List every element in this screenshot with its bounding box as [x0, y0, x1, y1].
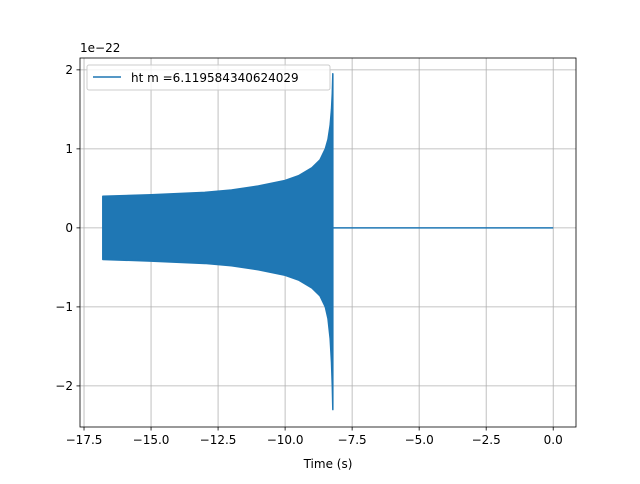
- x-tick-label: 0.0: [544, 433, 563, 447]
- x-tick-label: −2.5: [472, 433, 501, 447]
- x-axis-label: Time (s): [303, 457, 353, 471]
- legend-label: ht m =6.119584340624029: [131, 71, 299, 85]
- y-tick-label: 0: [65, 221, 73, 235]
- y-tick-label: 1: [65, 142, 73, 156]
- y-axis: −2 −1 0 1 2: [55, 63, 80, 393]
- x-tick-label: −17.5: [66, 433, 103, 447]
- y-tick-label: −2: [55, 379, 73, 393]
- signal-envelope: [102, 73, 334, 411]
- y-tick-label: 2: [65, 63, 73, 77]
- x-tick-label: −15.0: [133, 433, 170, 447]
- legend-box: [86, 64, 331, 91]
- y-tick-label: −1: [55, 300, 73, 314]
- axes-frame: [79, 57, 577, 428]
- legend: ht m =6.119584340624029: [86, 64, 331, 91]
- x-tick-label: −5.0: [405, 433, 434, 447]
- x-tick-label: −7.5: [338, 433, 367, 447]
- x-tick-label: −10.0: [267, 433, 304, 447]
- x-axis: −17.5 −15.0 −12.5 −10.0 −7.5 −5.0 −2.5 0.0: [66, 427, 563, 447]
- series-ht: [102, 73, 554, 411]
- y-offset-label: 1e−22: [80, 41, 120, 55]
- x-tick-label: −12.5: [200, 433, 237, 447]
